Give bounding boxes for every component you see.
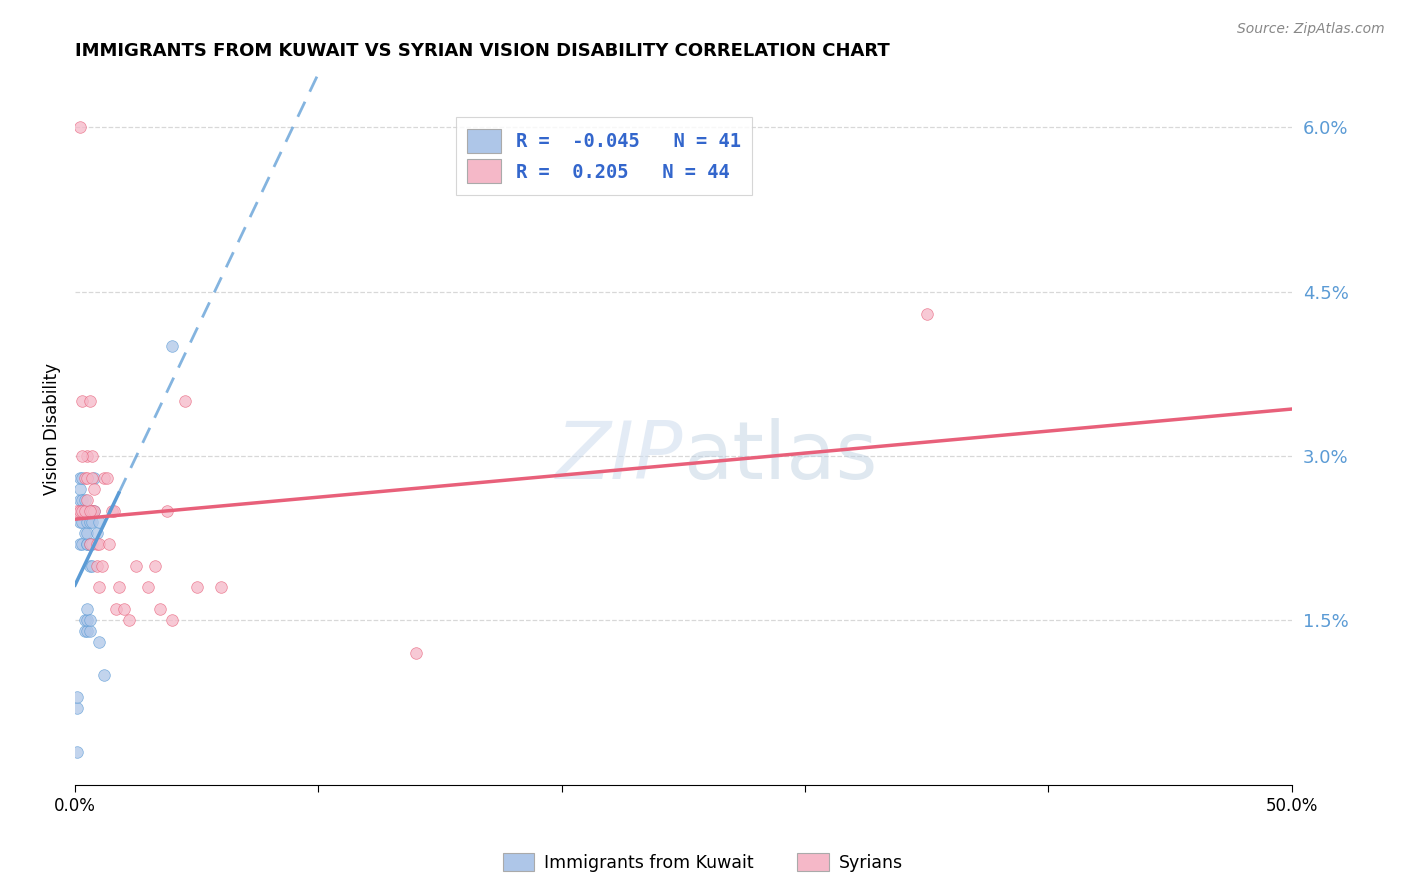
Point	[80, 536, 103, 550]
Point	[89, 515, 111, 529]
Point	[80, 558, 103, 573]
Point	[98, 536, 121, 550]
Text: atlas: atlas	[683, 418, 877, 496]
Point	[162, 613, 184, 627]
Point	[79, 394, 101, 409]
Point	[79, 624, 101, 639]
Legend: Immigrants from Kuwait, Syrians: Immigrants from Kuwait, Syrians	[496, 847, 910, 879]
Point	[108, 581, 131, 595]
Point	[76, 515, 98, 529]
Point	[89, 536, 111, 550]
Point	[73, 525, 96, 540]
Y-axis label: Vision Disability: Vision Disability	[44, 362, 60, 494]
Legend: R =  -0.045   N = 41, R =  0.205   N = 44: R = -0.045 N = 41, R = 0.205 N = 44	[456, 118, 752, 194]
Point	[173, 394, 195, 409]
Text: IMMIGRANTS FROM KUWAIT VS SYRIAN VISION DISABILITY CORRELATION CHART: IMMIGRANTS FROM KUWAIT VS SYRIAN VISION …	[75, 42, 890, 60]
Point	[72, 394, 94, 409]
Point	[73, 613, 96, 627]
Point	[93, 471, 115, 485]
Point	[125, 558, 148, 573]
Point	[83, 482, 105, 496]
Point	[69, 492, 91, 507]
Point	[76, 471, 98, 485]
Point	[80, 504, 103, 518]
Point	[79, 504, 101, 518]
Point	[96, 471, 118, 485]
Point	[117, 613, 139, 627]
Point	[72, 504, 94, 518]
Point	[76, 624, 98, 639]
Point	[79, 515, 101, 529]
Point	[405, 646, 427, 660]
Point	[149, 602, 172, 616]
Point	[79, 536, 101, 550]
Point	[72, 492, 94, 507]
Point	[76, 449, 98, 463]
Point	[80, 504, 103, 518]
Text: Source: ZipAtlas.com: Source: ZipAtlas.com	[1237, 22, 1385, 37]
Point	[72, 471, 94, 485]
Point	[83, 504, 105, 518]
Point	[76, 492, 98, 507]
Point	[69, 482, 91, 496]
Point	[69, 515, 91, 529]
Point	[69, 471, 91, 485]
Point	[69, 504, 91, 518]
Point	[86, 536, 108, 550]
Point	[76, 613, 98, 627]
Point	[72, 536, 94, 550]
Point	[143, 558, 166, 573]
Point	[103, 504, 125, 518]
Point	[79, 613, 101, 627]
Point	[83, 504, 105, 518]
Point	[66, 745, 89, 759]
Point	[76, 525, 98, 540]
Point	[86, 525, 108, 540]
Point	[89, 635, 111, 649]
Point	[69, 536, 91, 550]
Text: ZIP: ZIP	[555, 418, 683, 496]
Point	[66, 701, 89, 715]
Point	[112, 602, 135, 616]
Point	[73, 624, 96, 639]
Point	[83, 471, 105, 485]
Point	[79, 558, 101, 573]
Point	[86, 558, 108, 573]
Point	[69, 120, 91, 135]
Point	[76, 536, 98, 550]
Point	[136, 581, 159, 595]
Point	[915, 306, 938, 320]
Point	[73, 492, 96, 507]
Point	[93, 668, 115, 682]
Point	[209, 581, 232, 595]
Point	[100, 504, 122, 518]
Point	[66, 690, 89, 704]
Point	[89, 581, 111, 595]
Point	[186, 581, 208, 595]
Point	[90, 558, 112, 573]
Point	[76, 536, 98, 550]
Point	[66, 504, 89, 518]
Point	[72, 449, 94, 463]
Point	[105, 602, 128, 616]
Point	[80, 471, 103, 485]
Point	[80, 449, 103, 463]
Point	[162, 339, 184, 353]
Point	[72, 515, 94, 529]
Point	[73, 471, 96, 485]
Point	[72, 504, 94, 518]
Point	[73, 504, 96, 518]
Point	[76, 602, 98, 616]
Point	[79, 536, 101, 550]
Point	[156, 504, 179, 518]
Point	[73, 504, 96, 518]
Point	[80, 515, 103, 529]
